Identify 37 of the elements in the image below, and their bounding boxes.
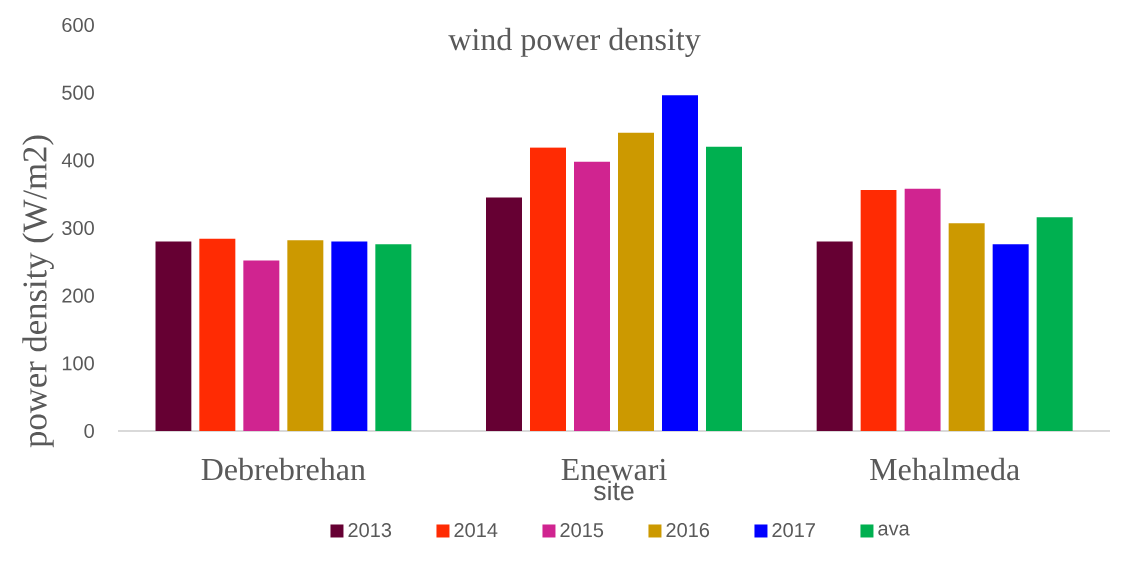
bar — [486, 197, 522, 431]
y-axis-title: power density (W/m2) — [22, 135, 54, 448]
y-tick-label: 600 — [62, 17, 94, 33]
y-tick-label: 0 — [84, 423, 94, 439]
y-tick-label: 200 — [62, 288, 94, 303]
bar — [1036, 217, 1073, 431]
bar — [287, 240, 324, 431]
bar — [375, 244, 412, 431]
bar — [662, 95, 698, 431]
x-tick-label: Mehalmeda — [870, 457, 1020, 481]
x-axis-title: site — [593, 480, 634, 501]
y-tick-label: 300 — [62, 220, 94, 236]
bar — [155, 241, 192, 431]
y-tick-label: 500 — [62, 85, 94, 100]
bar — [574, 161, 610, 431]
legend-label: 2013 — [348, 523, 392, 538]
bar — [243, 260, 280, 431]
bar — [706, 146, 742, 431]
bar — [331, 241, 368, 431]
y-tick-label: 400 — [61, 153, 94, 168]
bar — [530, 147, 566, 431]
legend-label: 2014 — [454, 523, 498, 538]
bar — [618, 132, 654, 431]
bar — [816, 241, 853, 431]
bar — [860, 190, 897, 431]
bar — [992, 244, 1029, 431]
x-tick-label: Enewari — [561, 458, 667, 481]
legend-label: 2017 — [772, 523, 815, 538]
bar — [948, 223, 985, 431]
legend-label: 2016 — [666, 523, 710, 538]
legend-label: 2015 — [560, 523, 604, 538]
bar — [904, 188, 941, 431]
bar — [199, 238, 236, 431]
chart-title: wind power density — [448, 27, 701, 57]
legend-label: ava — [878, 524, 910, 536]
y-tick-label: 100 — [62, 356, 94, 371]
x-tick-label: Debrebrehan — [201, 457, 366, 481]
